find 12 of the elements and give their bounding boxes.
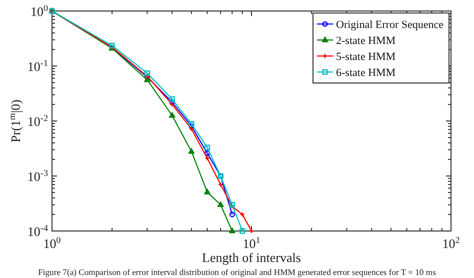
y-tick-label: 10$^{-1}$ (27, 58, 48, 74)
legend-label: 6-state HMM (336, 67, 396, 79)
y-tick-label: 10$^{0}$ (30, 3, 48, 19)
legend-label: 5-state HMM (336, 51, 396, 63)
legend-label: 2-state HMM (336, 35, 396, 47)
x-tick-label: 10$^{1}$ (242, 235, 260, 251)
legend-label: Original Error Sequence (336, 19, 444, 31)
y-tick-label: 10$^{-3}$ (27, 168, 48, 184)
x-axis-title: Length of intervals (202, 250, 301, 265)
caption: Figure 7(a) Comparison of error interval distribution of original and HMM generated error sequences for T = 10 ms (38, 267, 437, 277)
y-tick-label: 10$^{-2}$ (27, 113, 48, 129)
x-tick-label: 10$^{2}$ (442, 235, 460, 251)
